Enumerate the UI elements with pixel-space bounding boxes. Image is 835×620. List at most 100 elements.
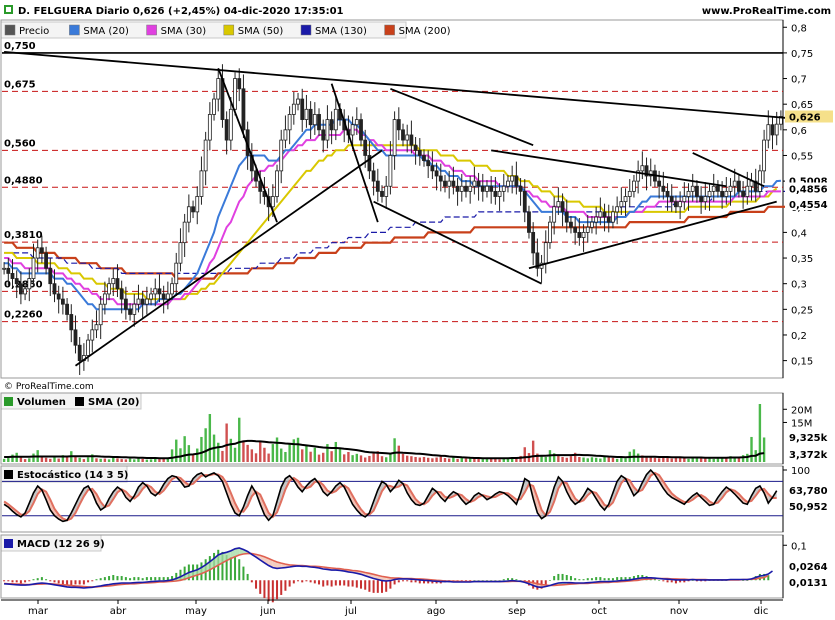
hline-label-3: 0,4880 — [4, 175, 43, 186]
stoch-tag-0: 63,780 — [789, 486, 828, 497]
macd-histogram-bar — [582, 579, 585, 581]
volume-bar — [645, 456, 648, 462]
macd-histogram-bar — [431, 580, 434, 584]
candle-body — [447, 180, 452, 187]
volume-bar — [691, 457, 694, 462]
candle-body — [174, 262, 179, 285]
volume-bar — [44, 457, 48, 462]
candle-body — [476, 180, 481, 187]
macd-histogram-bar — [129, 578, 132, 581]
trendline-8 — [692, 152, 765, 188]
macd-histogram-bar — [607, 578, 610, 581]
macd-histogram-bar — [372, 580, 375, 593]
candle-body — [699, 196, 704, 203]
macd-histogram-bar — [154, 577, 157, 581]
volume-bar — [447, 458, 451, 462]
volume-bar — [74, 456, 77, 462]
macd-histogram-bar — [565, 575, 568, 581]
volume-bar — [695, 458, 699, 462]
macd-histogram-bar — [700, 580, 703, 582]
candle-body — [762, 139, 767, 172]
volume-bar — [359, 455, 363, 462]
macd-fill — [222, 552, 227, 563]
volume-bar — [145, 459, 149, 462]
x-tick-label-9: dic — [754, 606, 769, 617]
candle-body — [665, 190, 670, 197]
volume-bar — [32, 453, 35, 462]
macd-histogram-bar — [162, 577, 165, 581]
legend-swatch-5 — [384, 24, 395, 36]
macd-histogram-bar — [28, 580, 31, 582]
candle-body — [388, 155, 393, 187]
volume-bar — [515, 458, 518, 462]
stoch-fill — [109, 491, 114, 506]
price-frame — [0, 19, 784, 379]
macd-histogram-bar — [376, 580, 379, 593]
candle-body — [380, 190, 384, 197]
copyright: © ProRealTime.com — [4, 382, 94, 392]
candle-body — [170, 283, 174, 295]
macd-histogram-bar — [351, 580, 354, 587]
price-tag-2: 0,4856 — [789, 184, 828, 195]
candle-body — [636, 170, 641, 182]
volume-bar — [410, 456, 413, 462]
macd-histogram-bar — [112, 575, 115, 581]
legend-label-3: SMA (50) — [238, 26, 284, 37]
legend-swatch-3 — [223, 24, 235, 36]
volume-bar — [750, 436, 753, 462]
volume-bar — [544, 456, 547, 462]
candle-body — [497, 190, 502, 197]
macd-histogram-bar — [557, 573, 560, 581]
candle-body — [367, 155, 372, 172]
volume-bar — [170, 449, 174, 462]
volume-bar — [116, 458, 119, 462]
candle-body — [556, 201, 561, 208]
candle-body — [707, 190, 712, 197]
candle-body — [724, 190, 729, 197]
volume-bar — [246, 444, 249, 462]
candle-body — [258, 180, 263, 192]
volume-bar — [166, 458, 170, 462]
site-url[interactable]: www.ProRealTime.com — [702, 6, 831, 17]
candle-body — [485, 185, 489, 192]
volume-bar — [393, 438, 396, 462]
candle-body — [123, 298, 128, 310]
macd-histogram-bar — [133, 577, 136, 581]
candle-body — [569, 221, 573, 228]
macd-histogram-bar — [616, 577, 619, 581]
macd-histogram-bar — [267, 580, 270, 602]
stoch-fill — [226, 483, 231, 505]
candle-body — [115, 278, 120, 290]
macd-histogram-bar — [548, 580, 551, 581]
volume-bar — [590, 457, 594, 462]
x-tick-label-2: may — [185, 606, 207, 617]
macd-histogram-bar — [603, 578, 606, 581]
candle-body — [220, 78, 225, 120]
candle-body — [657, 180, 662, 187]
volume-bar — [23, 459, 27, 462]
volume-bar — [158, 459, 161, 462]
vol-sma-label: SMA (20) — [88, 397, 139, 408]
macd-histogram-bar — [599, 577, 602, 581]
volume-bar — [607, 456, 610, 462]
volume-bar — [208, 414, 212, 462]
volume-bar — [531, 440, 535, 462]
volume-bar — [733, 457, 736, 462]
candle-body — [216, 78, 221, 100]
macd-histogram-bar — [66, 580, 69, 586]
macd-histogram-bar — [511, 578, 514, 581]
candle-body — [111, 278, 116, 285]
volume-bar — [53, 457, 56, 462]
volume-bar — [418, 457, 421, 462]
candle-body — [178, 242, 183, 264]
macd-histogram-bar — [61, 580, 64, 585]
volume-bar — [78, 457, 81, 462]
candle-body — [615, 206, 620, 213]
macd-histogram-bar — [171, 576, 174, 581]
x-axis: mar abr may jun jul ago sep oct nov dic — [1, 599, 783, 617]
volume-bar — [636, 453, 640, 462]
macd-histogram-bar — [347, 580, 350, 587]
candle-body — [329, 119, 334, 131]
volume-bar — [343, 454, 346, 462]
